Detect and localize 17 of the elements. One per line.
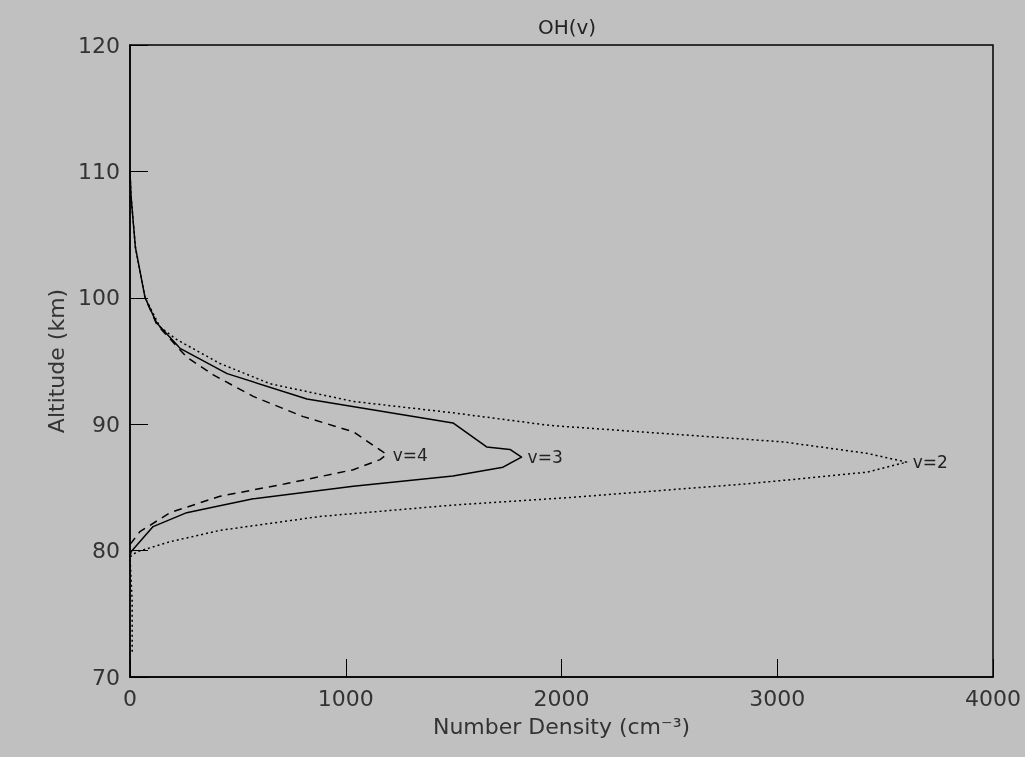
x-tick-label: 4000	[965, 685, 1021, 711]
series-label: v=3	[527, 447, 563, 468]
x-tick-label: 3000	[749, 685, 806, 711]
x-axis-title: Number Density (cm⁻³)	[432, 713, 691, 739]
y-axis-title: Altitude (km)	[43, 288, 69, 434]
series-label: v=2	[912, 452, 948, 473]
y-tick-label: 70	[92, 664, 120, 690]
y-tick-label: 100	[78, 285, 120, 311]
chart-title: OH(v)	[537, 15, 597, 39]
y-tick-label: 90	[92, 411, 120, 437]
y-tick-label: 80	[92, 538, 120, 564]
x-tick-label: 0	[123, 685, 137, 711]
series-label: v=4	[392, 444, 428, 465]
y-tick-label: 110	[78, 158, 120, 184]
x-tick-label: 2000	[533, 685, 590, 711]
y-tick-label: 120	[78, 32, 120, 58]
x-tick-label: 1000	[317, 685, 374, 711]
